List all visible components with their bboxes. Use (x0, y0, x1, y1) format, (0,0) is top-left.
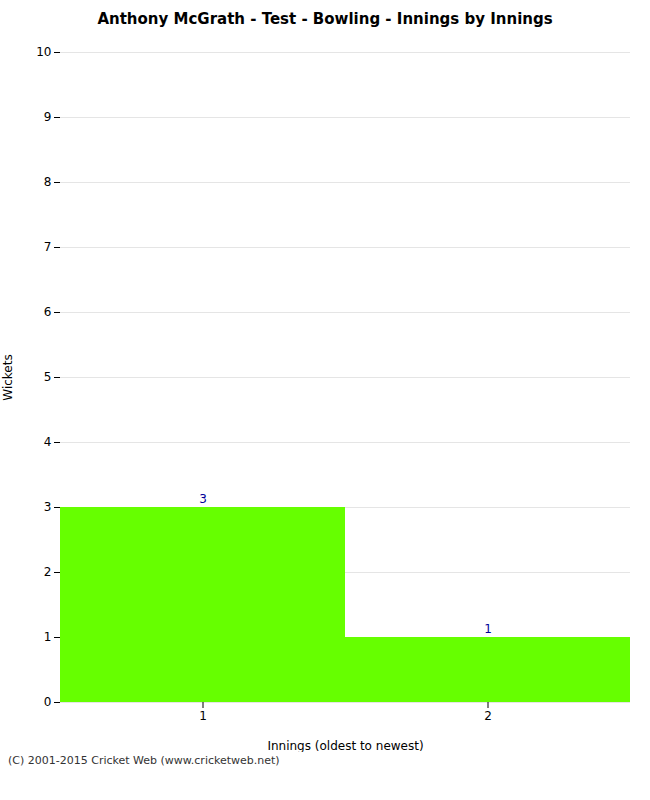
svg-text:2: 2 (44, 565, 52, 579)
svg-text:7: 7 (44, 240, 52, 254)
svg-text:8: 8 (44, 175, 52, 189)
svg-text:9: 9 (44, 110, 52, 124)
svg-text:5: 5 (44, 370, 52, 384)
svg-text:Wickets: Wickets (1, 354, 15, 400)
svg-text:1: 1 (199, 709, 207, 723)
svg-text:1: 1 (44, 630, 52, 644)
svg-text:6: 6 (44, 305, 52, 319)
svg-text:3: 3 (44, 500, 52, 514)
svg-text:3: 3 (199, 492, 207, 506)
html-text:(C) 2001-2015 Cricket Web (www: (C) 2001-2015 Cricket Web (www.cricketwe… (8, 754, 280, 767)
svg-text:10: 10 (36, 45, 51, 59)
svg-text:4: 4 (44, 435, 52, 449)
svg-text:0: 0 (44, 695, 52, 709)
svg-text:2: 2 (484, 709, 492, 723)
svg-text:Innings (oldest to newest): Innings (oldest to newest) (267, 739, 423, 753)
svg-text:1: 1 (484, 622, 492, 636)
html-text:Anthony McGrath - Test - Bowli: Anthony McGrath - Test - Bowling - Innin… (97, 10, 553, 28)
